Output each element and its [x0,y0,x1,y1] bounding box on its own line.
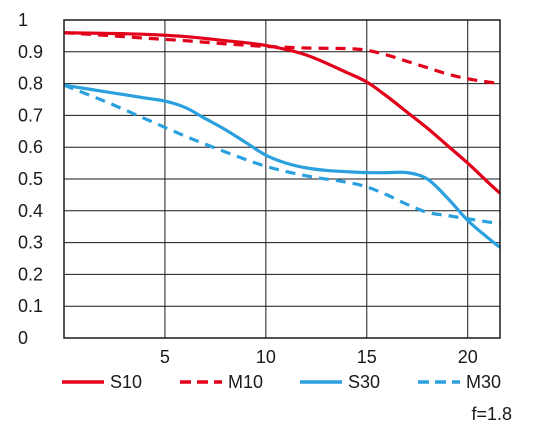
legend-label-s30: S30 [348,372,380,392]
y-tick-label: 0.8 [18,74,43,94]
plot-frame [63,19,501,339]
series-line-m30 [63,83,501,226]
x-tick-label: 20 [458,347,478,367]
y-tick-label: 0.3 [18,233,43,253]
x-axis-ticks: 5 10 15 20 [160,347,478,367]
y-tick-label: 0.2 [18,264,43,284]
series-line-s10 [63,31,502,195]
series-lines [63,31,502,249]
y-tick-label: 0.9 [18,42,43,62]
legend-label-s10: S10 [110,372,142,392]
y-axis-ticks: 0 0.1 0.2 0.3 0.4 0.5 0.6 0.7 0.8 0.9 1 [18,10,43,348]
series-line-s30 [63,83,501,249]
legend: S10 M10 S30 M30 [62,372,501,392]
grid [64,20,500,338]
y-tick-label: 0.5 [18,169,43,189]
y-tick-label: 0.4 [18,201,43,221]
x-tick-label: 15 [357,347,377,367]
y-tick-label: 0.6 [18,137,43,157]
y-tick-label: 0.7 [18,105,43,125]
legend-label-m30: M30 [466,372,501,392]
aperture-annotation: f=1.8 [471,404,512,424]
y-tick-label: 1 [18,10,28,30]
series-line-m10 [63,31,501,86]
y-tick-label: 0.1 [18,296,43,316]
legend-label-m10: M10 [228,372,263,392]
y-tick-label: 0 [18,328,28,348]
x-tick-label: 5 [160,347,170,367]
x-tick-label: 10 [256,347,276,367]
